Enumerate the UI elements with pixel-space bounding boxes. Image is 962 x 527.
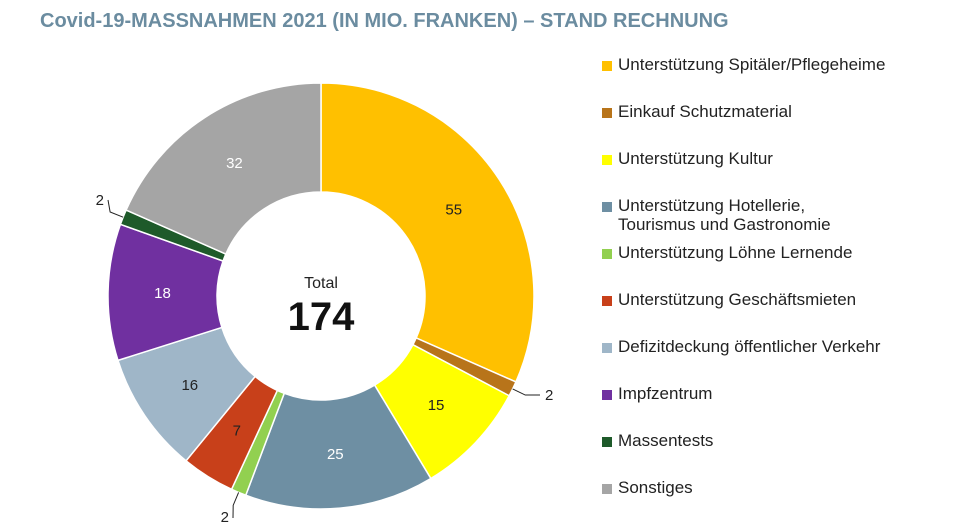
legend-item: Defizitdeckung öffentlicher Verkehr — [602, 337, 880, 356]
legend-label: Unterstützung Hotellerie, Tourismus und … — [618, 196, 831, 234]
legend-swatch — [602, 202, 612, 212]
center-total-value: 174 — [288, 295, 355, 339]
legend-label: Einkauf Schutzmaterial — [618, 102, 792, 121]
slice-labels: 55 2 15 25 2 7 16 18 2 32 — [96, 155, 554, 526]
center-total-label: Total — [304, 275, 338, 292]
legend-item: Unterstützung Geschäftsmieten — [602, 290, 856, 309]
slice-label-8: 2 — [96, 192, 104, 209]
legend-item: Unterstützung Löhne Lernende — [602, 243, 852, 262]
legend-label: Massentests — [618, 431, 714, 450]
slice-0 — [320, 82, 535, 383]
legend-swatch — [602, 296, 612, 306]
slice-label-0: 55 — [445, 201, 462, 218]
legend-swatch — [602, 390, 612, 400]
legend-label: Defizitdeckung öffentlicher Verkehr — [618, 337, 881, 356]
legend-label: Unterstützung Kultur — [618, 149, 773, 168]
legend-item: Massentests — [602, 431, 713, 450]
leader-lines — [107, 199, 541, 519]
slice-label-6: 16 — [181, 377, 198, 394]
legend-label: Impfzentrum — [618, 384, 713, 403]
slice-label-2: 15 — [428, 397, 445, 414]
slice-label-5: 7 — [233, 422, 241, 439]
legend-swatch — [602, 249, 612, 259]
legend-item: Unterstützung Kultur — [602, 149, 773, 168]
slice-label-7: 18 — [154, 285, 171, 302]
legend-label: Unterstützung Löhne Lernende — [618, 243, 853, 262]
donut-chart: 55 2 15 25 2 7 16 18 2 32 Total 174 — [96, 82, 554, 526]
legend-label: Sonstiges — [618, 478, 693, 497]
slice-label-3: 25 — [327, 446, 344, 463]
slice-9 — [125, 82, 322, 256]
legend-swatch — [602, 343, 612, 353]
legend-swatch — [602, 108, 612, 118]
legend-swatch — [602, 155, 612, 165]
legend-swatch — [602, 61, 612, 71]
leader-line-1 — [512, 388, 541, 396]
leader-line-8 — [107, 199, 124, 218]
leader-line-4 — [232, 492, 240, 519]
legend-item: Sonstiges — [602, 478, 693, 497]
legend-label: Unterstützung Geschäftsmieten — [618, 290, 857, 309]
slice-label-9: 32 — [226, 155, 243, 172]
legend-item: Einkauf Schutzmaterial — [602, 102, 792, 121]
legend-swatch — [602, 484, 612, 494]
legend-swatch — [602, 437, 612, 447]
slice-label-4: 2 — [221, 509, 229, 526]
slice-label-1: 2 — [545, 387, 553, 404]
donut-slices — [107, 82, 535, 510]
legend-item: Unterstützung Spitäler/Pflegeheime — [602, 55, 885, 74]
legend-item: Impfzentrum — [602, 384, 712, 403]
legend-label: Unterstützung Spitäler/Pflegeheime — [618, 55, 886, 74]
legend-item: Unterstützung Hotellerie, Tourismus und … — [602, 196, 831, 234]
chart-title: Covid-19-MASSNAHMEN 2021 (IN MIO. FRANKE… — [40, 10, 729, 32]
